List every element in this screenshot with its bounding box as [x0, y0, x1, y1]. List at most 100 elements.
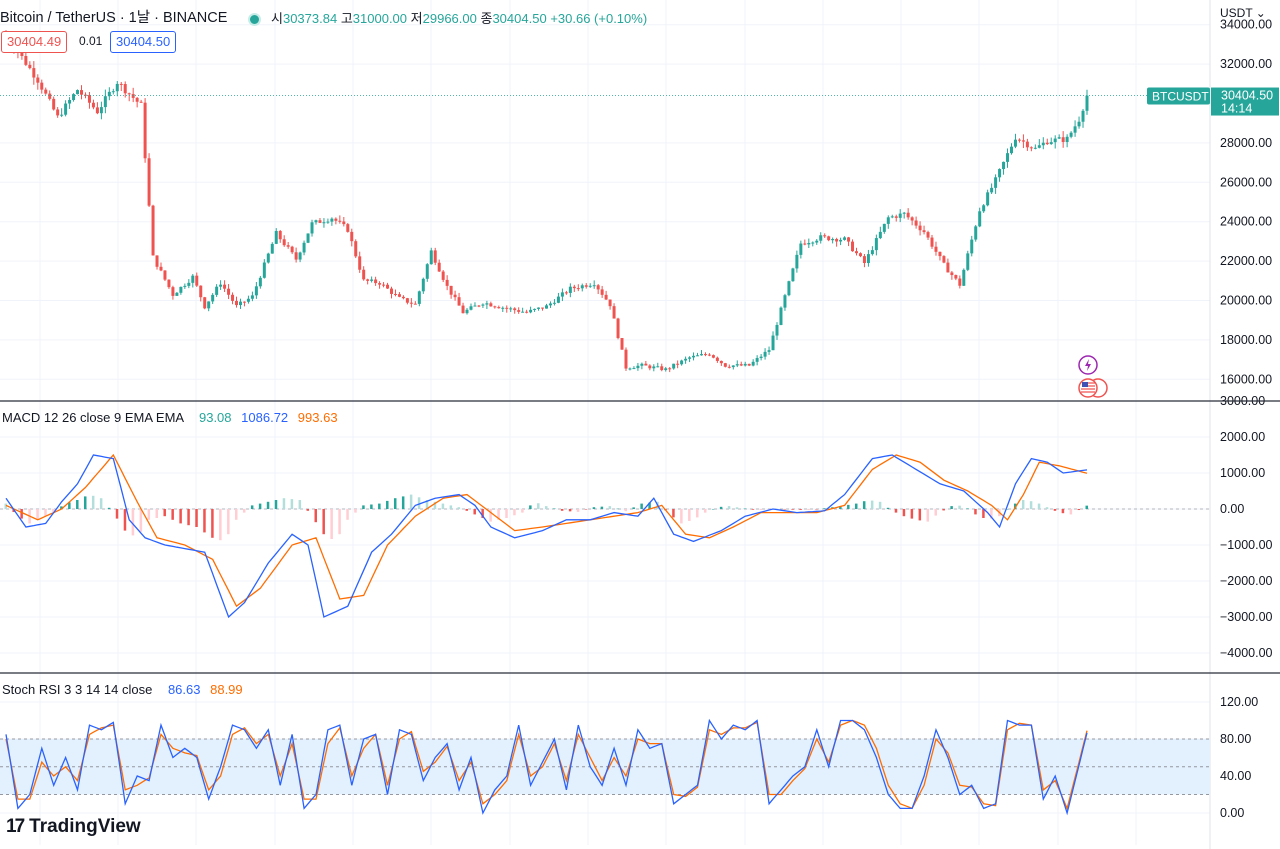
stoch-legend[interactable]: Stoch RSI 3 3 14 14 close 86.63 88.99 — [2, 682, 243, 697]
candle-body — [934, 246, 938, 252]
candle-body — [910, 217, 914, 221]
candle-body — [759, 356, 763, 359]
candle-body — [441, 271, 445, 280]
macd-hist-bar — [934, 509, 937, 516]
candle-body — [449, 285, 453, 295]
macd-tick-label: −2000.00 — [1220, 574, 1273, 588]
candle-body — [215, 286, 219, 295]
candle-body — [405, 298, 409, 303]
candle-body — [457, 297, 461, 306]
macd-hist-bar — [958, 505, 961, 509]
macd-hist-bar — [711, 509, 715, 510]
us-flag-icon-2[interactable] — [1078, 378, 1098, 398]
high-value: 31000.00 — [352, 11, 408, 26]
macd-hist-bar — [20, 509, 23, 519]
candle-body — [44, 89, 48, 94]
candle-body — [827, 236, 831, 241]
stoch-tick-label: 80.00 — [1220, 732, 1251, 746]
tradingview-logo[interactable]: 17 TradingView — [6, 816, 141, 838]
candle-body — [624, 349, 628, 369]
macd-hist-bar — [703, 509, 707, 513]
candle-body — [489, 303, 493, 307]
candle-body — [986, 192, 990, 206]
candle-body — [87, 95, 91, 103]
candle-body — [330, 218, 334, 222]
candle-body — [906, 212, 910, 218]
candle-body — [48, 93, 52, 99]
change-value: +30.66 (+0.10%) — [550, 11, 648, 26]
macd-hist-bar — [314, 509, 317, 523]
candle-body — [994, 177, 998, 188]
macd-hist-bar — [195, 509, 198, 527]
candle-body — [644, 363, 648, 366]
market-status-icon[interactable] — [248, 13, 261, 27]
candle-body — [111, 91, 115, 93]
macd-hist-bar — [910, 509, 914, 519]
candle-body — [807, 242, 811, 245]
macd-hist-bar — [616, 508, 620, 510]
candle-body — [715, 357, 719, 361]
buy-price-button[interactable]: 30404.50 — [110, 31, 177, 53]
macd-line — [5, 454, 1088, 619]
candle-body — [481, 304, 485, 306]
candle-body — [596, 285, 600, 290]
candle-body — [1045, 142, 1049, 145]
macd-hist-bar — [783, 509, 786, 510]
candle-body — [1085, 95, 1089, 111]
macd-hist-bar — [1061, 509, 1065, 514]
macd-hist-bar — [815, 509, 818, 510]
candle-body — [600, 289, 604, 295]
candle-body — [699, 354, 703, 356]
candle-body — [262, 262, 266, 278]
macd-hist-bar — [258, 503, 262, 509]
macd-hist-bar — [330, 509, 333, 539]
macd-hist-bar — [489, 509, 492, 522]
event-icons[interactable] — [1078, 355, 1108, 398]
candle-body — [374, 279, 378, 284]
macd-hist-bar — [584, 509, 588, 510]
price-tick-label: 20000.00 — [1220, 294, 1272, 308]
macd-legend[interactable]: MACD 12 26 close 9 EMA EMA 93.08 1086.72… — [2, 410, 338, 425]
candle-body — [350, 231, 354, 242]
macd-hist-bar — [36, 509, 39, 520]
stoch-d-line — [5, 719, 1088, 811]
candle-body — [24, 56, 28, 65]
macd-hist-bar — [298, 500, 302, 509]
macd-hist-bar — [362, 505, 365, 509]
candle-body — [469, 306, 473, 310]
macd-hist-bar — [505, 509, 508, 518]
candle-body — [703, 354, 707, 356]
sell-price-button[interactable]: 30404.49 — [1, 31, 68, 53]
candle-body — [620, 338, 624, 350]
candle-body — [588, 285, 592, 287]
price-axis[interactable]: 34000.00 32000.00 28000.00 26000.00 24000.00… — [0, 18, 1279, 820]
lightning-bolt — [1085, 359, 1091, 371]
candle-body — [175, 292, 179, 296]
price-tick-label: 22000.00 — [1220, 254, 1272, 268]
candle-body — [688, 357, 692, 359]
macd-hist-bar — [982, 509, 985, 518]
candle-body — [322, 222, 326, 224]
candle-body — [211, 294, 215, 302]
symbol-title[interactable]: Bitcoin / TetherUS · 1날 · BINANCE — [0, 10, 228, 26]
macd-hist-bar — [799, 509, 802, 510]
candle-body — [310, 222, 314, 234]
candle-body — [76, 90, 80, 95]
candle-body — [632, 368, 636, 370]
candle-body — [779, 307, 783, 325]
candle-body — [107, 91, 111, 97]
candle-body — [823, 235, 827, 237]
candle-body — [668, 368, 672, 370]
macd-hist-bar — [354, 509, 357, 513]
candle-body — [612, 306, 616, 319]
macd-line-value: 1086.72 — [241, 410, 289, 425]
currency-selector[interactable]: USDT ⌄ — [1220, 6, 1266, 20]
candle-body — [723, 363, 727, 367]
candle-body — [306, 233, 310, 243]
candle-body — [719, 360, 723, 364]
macd-hist-bar — [425, 500, 429, 509]
candle-body — [413, 303, 417, 305]
candle-body — [966, 253, 970, 270]
macd-hist-bar — [608, 506, 612, 509]
